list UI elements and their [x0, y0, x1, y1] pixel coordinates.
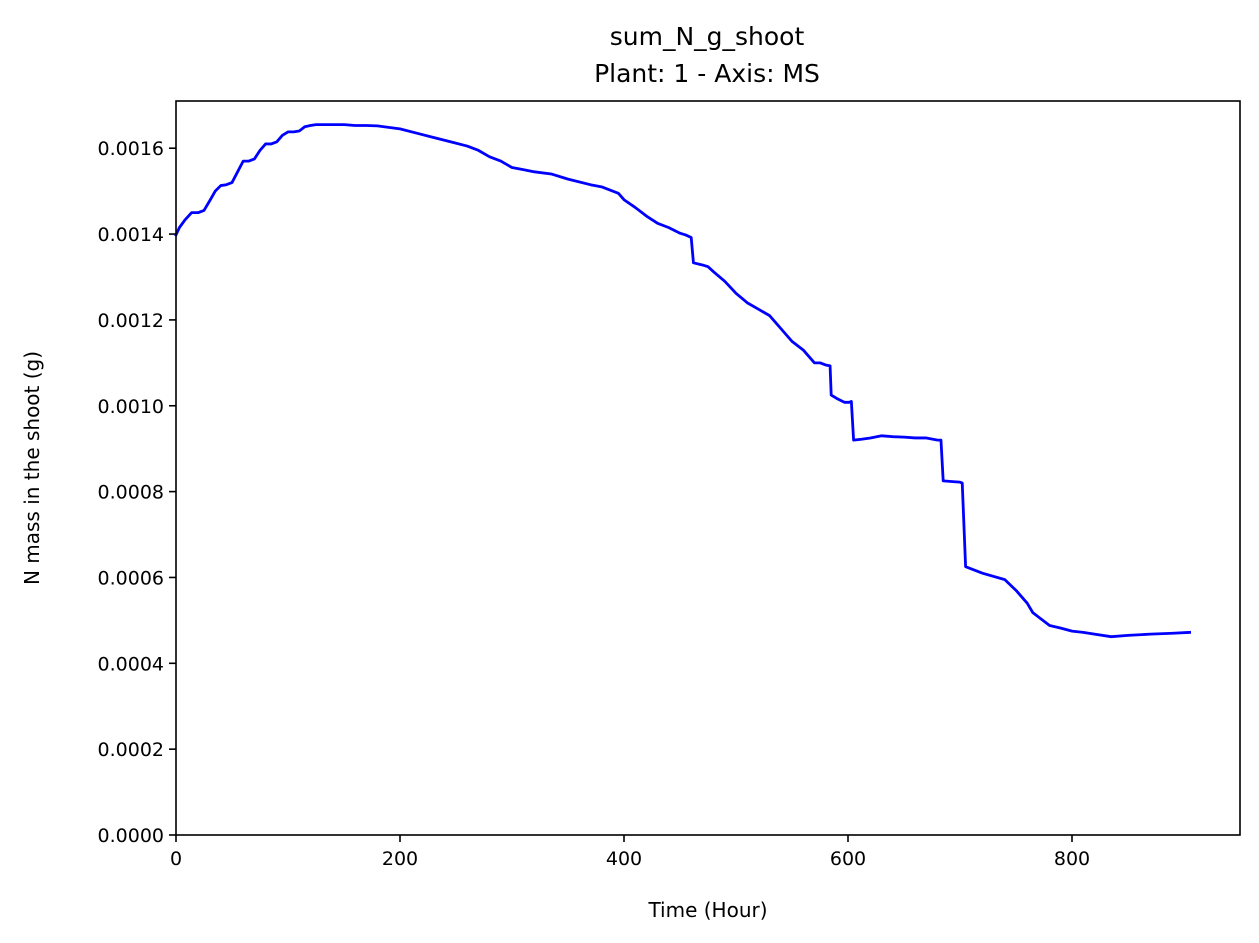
x-axis-ticks: 0 200 400 600 800: [170, 835, 1090, 870]
y-tick-label: 0.0012: [98, 310, 164, 332]
plot-area-frame: [175, 100, 1241, 836]
x-tick-label: 0: [170, 848, 182, 870]
y-tick-label: 0.0004: [98, 653, 164, 675]
y-tick-label: 0.0016: [98, 138, 164, 160]
x-tick-label: 800: [1054, 848, 1090, 870]
series-line-sum-n-g-shoot: [174, 123, 1192, 639]
x-tick-label: 400: [606, 848, 642, 870]
x-axis-label: Time (Hour): [647, 898, 767, 922]
y-tick-label: 0.0002: [98, 739, 164, 761]
x-tick-label: 200: [382, 848, 418, 870]
x-tick-label: 600: [830, 848, 866, 870]
y-axis-ticks: 0.0000 0.0002 0.0004 0.0006 0.0008 0.0010 0.00…: [98, 138, 176, 847]
chart-subtitle: Plant: 1 - Axis: MS: [594, 59, 820, 88]
y-tick-label: 0.0008: [98, 482, 164, 504]
y-tick-label: 0.0014: [98, 224, 164, 246]
chart-title: sum_N_g_shoot: [610, 22, 805, 51]
y-axis-label: N mass in the shoot (g): [20, 351, 44, 585]
y-tick-label: 0.0000: [98, 825, 164, 847]
y-tick-label: 0.0010: [98, 396, 164, 418]
y-tick-label: 0.0006: [98, 567, 164, 589]
